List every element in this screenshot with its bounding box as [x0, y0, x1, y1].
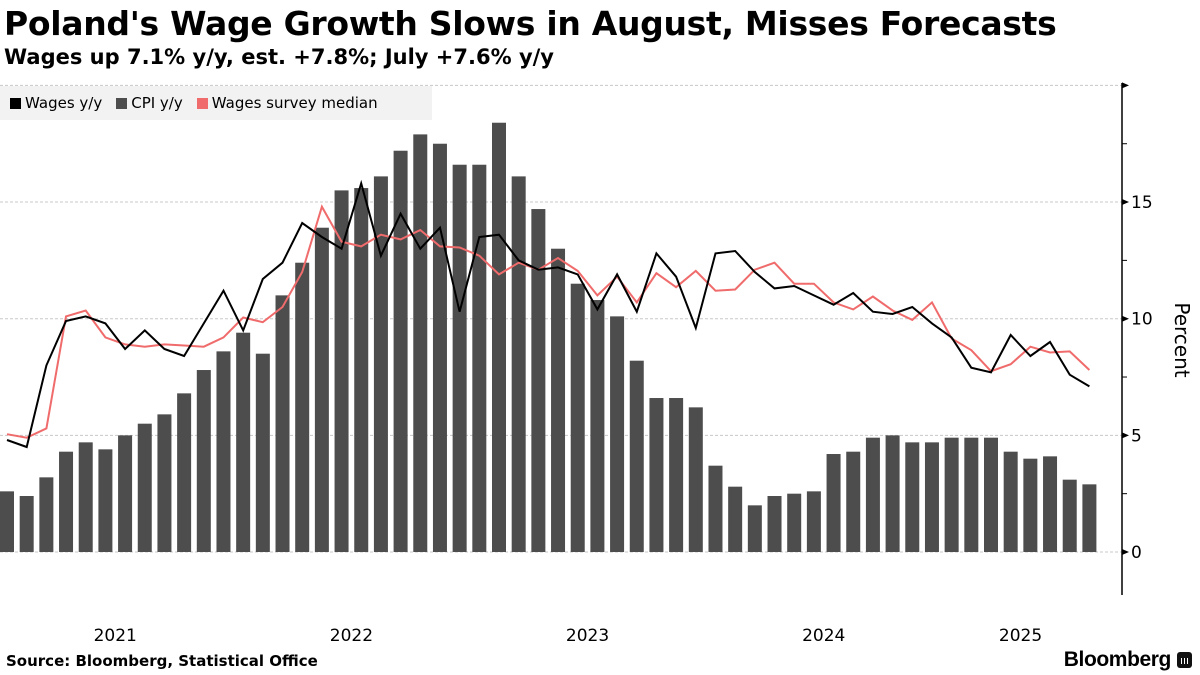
- cpi-bar: [314, 227, 329, 552]
- cpi-bar: [1043, 456, 1058, 552]
- cpi-bar: [137, 423, 152, 552]
- cpi-bar: [295, 262, 310, 552]
- cpi-bar: [905, 442, 920, 552]
- cpi-bar: [236, 332, 251, 552]
- y-axis: 0 5 10 15: [1121, 82, 1153, 595]
- cpi-bar: [728, 486, 743, 552]
- bloomberg-logo: Bloomberg: [1064, 648, 1192, 672]
- cpi-bars: [0, 122, 1097, 553]
- cpi-bar: [590, 300, 605, 552]
- cpi-bar: [767, 496, 782, 552]
- cpi-bar: [984, 437, 998, 552]
- cpi-bar: [452, 164, 467, 553]
- x-tick-label: 2024: [802, 626, 845, 646]
- cpi-bar: [1062, 479, 1077, 552]
- x-axis-labels: 2021 2022 2023 2024 2025: [94, 626, 1043, 646]
- cpi-bar: [747, 505, 762, 552]
- cpi-bar: [157, 414, 172, 552]
- y-tick-marker: [1122, 315, 1129, 322]
- cpi-bar: [1023, 458, 1038, 552]
- cpi-bar: [472, 164, 487, 553]
- y-tick-marker: [1122, 199, 1129, 206]
- cpi-bar: [1003, 451, 1018, 552]
- cpi-bar: [944, 437, 959, 552]
- cpi-bar: [432, 143, 447, 552]
- legend-item-survey: Wages survey median: [196, 94, 378, 112]
- y-tick-label: 15: [1131, 193, 1153, 213]
- legend-label-wages: Wages y/y: [25, 94, 103, 112]
- cpi-bar: [669, 398, 684, 552]
- cpi-bar: [196, 370, 211, 552]
- source-note: Source: Bloomberg, Statistical Office: [6, 652, 318, 670]
- cpi-bar: [255, 353, 270, 552]
- y-tick-marker: [1122, 549, 1129, 555]
- legend-item-cpi: CPI y/y: [116, 94, 183, 112]
- cpi-bar: [492, 122, 506, 552]
- cpi-bar: [708, 465, 723, 552]
- legend-swatch-survey: [196, 97, 208, 109]
- legend: Wages y/y CPI y/y Wages survey median: [0, 86, 432, 120]
- brand-name: Bloomberg: [1063, 648, 1172, 671]
- cpi-bar: [0, 491, 14, 552]
- cpi-bar: [39, 477, 54, 552]
- cpi-bar: [373, 176, 388, 552]
- legend-swatch-wages: [10, 97, 21, 109]
- x-tick-label: 2023: [566, 626, 609, 646]
- y-tick-label: 5: [1131, 426, 1142, 446]
- cpi-bar: [629, 360, 644, 552]
- cpi-bar: [78, 442, 93, 552]
- cpi-bar: [354, 188, 369, 552]
- cpi-bar: [511, 176, 526, 552]
- y-tick-label: 0: [1131, 543, 1142, 563]
- cpi-bar: [177, 393, 192, 552]
- cpi-bar: [531, 209, 546, 552]
- x-tick-label: 2021: [94, 626, 137, 646]
- cpi-bar: [787, 493, 802, 552]
- cpi-bar: [551, 248, 566, 552]
- cpi-bar: [964, 437, 979, 552]
- cpi-bar: [610, 316, 625, 552]
- cpi-bar: [118, 435, 133, 552]
- cpi-bar: [885, 435, 900, 552]
- cpi-bar: [924, 442, 939, 552]
- wages-survey-median-line: [6, 204, 1091, 439]
- cpi-bar: [98, 449, 113, 552]
- cpi-bar: [649, 398, 664, 552]
- legend-label-cpi: CPI y/y: [131, 94, 183, 112]
- legend-swatch-cpi: [116, 97, 128, 109]
- bloomberg-chart-icon: [1177, 652, 1192, 668]
- cpi-bar: [334, 190, 349, 552]
- wages-y-y-line: [6, 179, 1090, 449]
- cpi-bar: [275, 295, 290, 552]
- cpi-bar: [393, 150, 408, 552]
- cpi-bar: [570, 283, 585, 552]
- legend-label-survey: Wages survey median: [211, 94, 378, 112]
- cpi-bar: [688, 407, 703, 552]
- cpi-bar: [216, 351, 231, 552]
- cpi-bar: [826, 454, 841, 552]
- y-axis-title: Percent: [1170, 302, 1194, 377]
- cpi-bar: [865, 437, 880, 552]
- cpi-bar: [806, 491, 821, 552]
- y-tick-label: 10: [1131, 310, 1153, 330]
- cpi-bar: [19, 496, 34, 552]
- x-tick-label: 2025: [999, 626, 1042, 646]
- cpi-bar: [846, 451, 861, 552]
- chart-subtitle: Wages up 7.1% y/y, est. +7.8%; July +7.6…: [4, 45, 554, 69]
- chart-title: Poland's Wage Growth Slows in August, Mi…: [4, 4, 1057, 43]
- line-series: [6, 179, 1091, 449]
- cpi-bar: [1082, 484, 1097, 552]
- cpi-bar: [413, 134, 428, 552]
- y-tick-marker: [1122, 432, 1129, 439]
- x-tick-label: 2022: [330, 626, 373, 646]
- y-axis-top-marker: [1122, 82, 1129, 89]
- legend-item-wages: Wages y/y: [10, 94, 102, 112]
- cpi-bar: [59, 451, 74, 552]
